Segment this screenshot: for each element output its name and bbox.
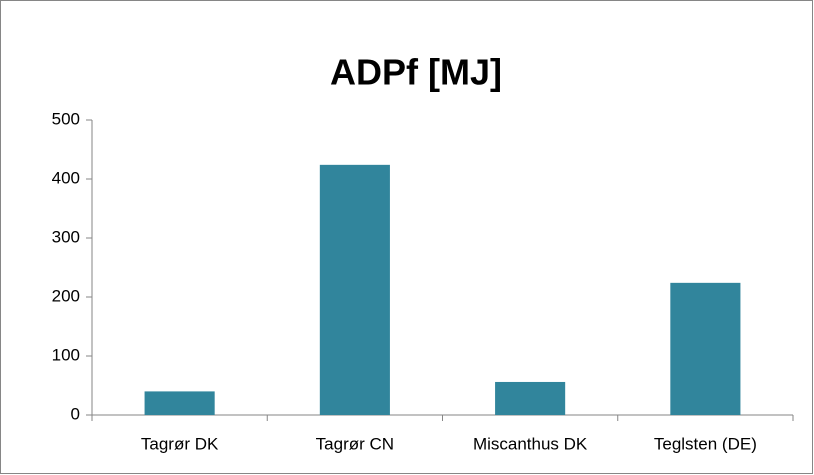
chart-title: ADPf [MJ] <box>330 52 502 93</box>
y-tick-label: 0 <box>71 404 80 423</box>
y-tick-label: 400 <box>52 168 80 187</box>
y-tick-label: 200 <box>52 286 80 305</box>
y-tick-label: 300 <box>52 227 80 246</box>
bar <box>495 381 566 415</box>
x-tick-label: Tagrør DK <box>141 434 219 453</box>
y-tick-label: 100 <box>52 345 80 364</box>
bar <box>144 391 215 415</box>
x-tick-label: Teglsten (DE) <box>654 434 757 453</box>
x-tick-label: Tagrør CN <box>316 434 394 453</box>
bar <box>670 282 741 415</box>
x-tick-label: Miscanthus DK <box>473 434 588 453</box>
y-tick-label: 500 <box>52 109 80 128</box>
bar <box>319 164 390 415</box>
